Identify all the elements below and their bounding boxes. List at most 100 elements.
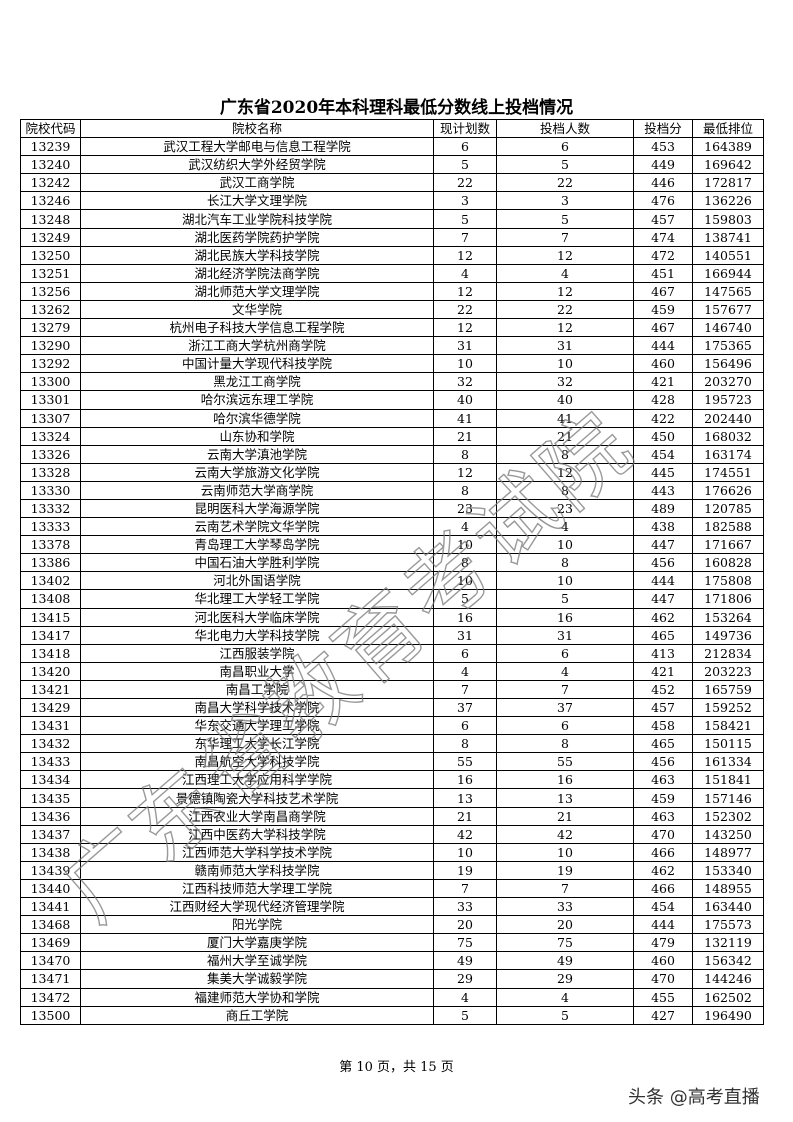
table-cell: 16 [496, 607, 634, 627]
table-cell: 55 [496, 752, 634, 772]
table-cell: 厦门大学嘉庚学院 [80, 933, 434, 953]
table-row: 13378 青岛理工大学琴岛学院 10 10 447 171667 [20, 535, 764, 555]
table-cell: 13440 [20, 878, 81, 899]
table-cell: 12 [496, 281, 634, 301]
table-cell: 4 [433, 517, 497, 537]
table-cell: 13433 [20, 752, 81, 772]
table-cell: 10 [496, 354, 634, 374]
table-cell: 12 [433, 462, 497, 482]
column-header: 投档分 [633, 118, 693, 139]
table-cell: 4 [496, 517, 634, 537]
table-cell: 8 [433, 444, 497, 464]
table-row: 13239 武汉工程大学邮电与信息工程学院 6 6 453 164389 [20, 137, 764, 157]
table-cell: 138741 [692, 227, 764, 247]
table-cell: 13438 [20, 842, 81, 862]
table-cell: 149736 [692, 625, 764, 645]
table-row: 13248 湖北汽车工业学院科技学院 5 5 457 159803 [20, 209, 764, 229]
table-cell: 4 [496, 987, 634, 1007]
table-cell: 4 [433, 263, 497, 283]
table-row: 13500 商丘工学院 5 5 427 196490 [20, 1005, 764, 1025]
table-cell: 456 [633, 752, 693, 772]
table-cell: 462 [633, 607, 693, 627]
table-cell: 446 [633, 173, 693, 193]
table-cell: 31 [433, 336, 497, 356]
table-cell: 16 [433, 607, 497, 627]
table-cell: 7 [433, 679, 497, 700]
table-cell: 175808 [692, 571, 764, 591]
table-cell: 444 [633, 915, 693, 935]
table-cell: 13417 [20, 625, 81, 645]
table-cell: 13249 [20, 227, 81, 247]
table-cell: 云南大学旅游文化学院 [80, 462, 434, 482]
table-cell: 22 [433, 299, 497, 320]
table-cell: 163174 [692, 444, 764, 464]
table-cell: 466 [633, 878, 693, 899]
table-cell: 466 [633, 842, 693, 862]
table-cell: 8 [496, 553, 634, 573]
table-cell: 474 [633, 227, 693, 247]
column-header: 投档人数 [496, 118, 634, 139]
table-row: 13330 云南师范大学商学院 8 8 443 176626 [20, 480, 764, 500]
table-cell: 174551 [692, 462, 764, 482]
table-cell: 151841 [692, 770, 764, 790]
table-cell: 467 [633, 318, 693, 338]
table-cell: 463 [633, 770, 693, 790]
table-cell: 444 [633, 571, 693, 591]
table-cell: 169642 [692, 155, 764, 175]
table-cell: 13328 [20, 462, 81, 482]
table-cell: 8 [433, 553, 497, 573]
table-row: 13301 哈尔滨远东理工学院 40 40 428 195723 [20, 390, 764, 410]
table-cell: 南昌大学科学技术学院 [80, 697, 434, 718]
table-cell: 161334 [692, 752, 764, 772]
table-cell: 459 [633, 788, 693, 808]
table-row: 13279 杭州电子科技大学信息工程学院 12 12 467 146740 [20, 318, 764, 338]
table-cell: 13332 [20, 498, 81, 519]
table-cell: 商丘工学院 [80, 1005, 434, 1025]
table-cell: 203223 [692, 661, 764, 681]
table-cell: 41 [433, 408, 497, 428]
table-cell: 4 [496, 661, 634, 681]
table-cell: 427 [633, 1005, 693, 1025]
table-cell: 159252 [692, 697, 764, 718]
table-cell: 153264 [692, 607, 764, 627]
table-row: 13324 山东协和学院 21 21 450 168032 [20, 426, 764, 446]
table-cell: 22 [496, 173, 634, 193]
table-cell: 438 [633, 517, 693, 537]
table-cell: 147565 [692, 281, 764, 301]
table-cell: 479 [633, 933, 693, 953]
table-cell: 175573 [692, 915, 764, 935]
table-cell: 5 [496, 209, 634, 229]
table-cell: 8 [433, 480, 497, 500]
table-cell: 南昌工学院 [80, 679, 434, 700]
table-cell: 5 [496, 155, 634, 175]
table-cell: 4 [433, 661, 497, 681]
table-cell: 470 [633, 824, 693, 844]
table-cell: 武汉工程大学邮电与信息工程学院 [80, 137, 434, 157]
table-cell: 148955 [692, 878, 764, 899]
table-cell: 143250 [692, 824, 764, 844]
table-row: 13471 集美大学诚毅学院 29 29 470 144246 [20, 969, 764, 989]
table-cell: 452 [633, 679, 693, 700]
table-cell: 江西财经大学现代经济管理学院 [80, 897, 434, 917]
column-header: 现计划数 [433, 118, 497, 139]
table-cell: 13242 [20, 173, 81, 193]
table-cell: 8 [496, 480, 634, 500]
table-cell: 山东协和学院 [80, 426, 434, 446]
table-cell: 460 [633, 354, 693, 374]
table-cell: 42 [433, 824, 497, 844]
table-cell: 160828 [692, 553, 764, 573]
table-cell: 196490 [692, 1005, 764, 1025]
table-cell: 162502 [692, 987, 764, 1007]
table-cell: 13500 [20, 1005, 81, 1025]
table-cell: 3 [496, 191, 634, 211]
table-cell: 江西科技师范大学理工学院 [80, 878, 434, 899]
table-row: 13469 厦门大学嘉庚学院 75 75 479 132119 [20, 933, 764, 953]
table-cell: 32 [496, 372, 634, 392]
table-cell: 5 [433, 209, 497, 229]
table-cell: 144246 [692, 969, 764, 989]
table-cell: 13402 [20, 571, 81, 591]
header-row: 院校代码 院校名称 现计划数 投档人数 投档分 最低排位 [20, 118, 764, 139]
table-cell: 黑龙江工商学院 [80, 372, 434, 392]
table-row: 13326 云南大学滇池学院 8 8 454 163174 [20, 444, 764, 464]
table-cell: 40 [496, 390, 634, 410]
